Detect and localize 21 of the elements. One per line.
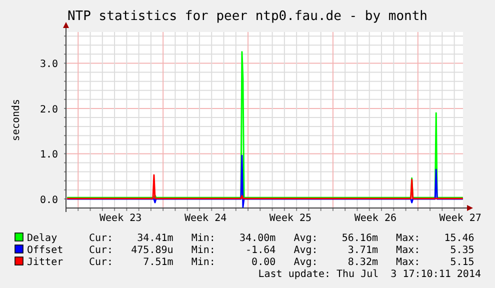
y-tick-label: 0.0 [40,194,58,206]
x-tick-label: Week 26 [354,213,397,224]
x-tick-label: Week 24 [184,213,227,224]
legend-label: Offset [27,245,64,256]
x-tick-label: Week 23 [100,213,142,224]
y-axis-title: seconds [11,98,22,142]
line-series [66,154,464,208]
x-tick-label: Week 27 [439,213,482,224]
legend-label: Jitter [27,257,64,268]
y-tick-label: 3.0 [40,59,58,70]
text: Cur: 34.41m Min: 34.00m Avg: 56.16m Max: 15.46 [89,233,474,244]
line-series [66,51,464,198]
text: Cur: 7.51m Min: 0.00 Avg: 8.32m Max: 5.15 [89,257,474,268]
y-tick-label: 2.0 [40,104,58,116]
y-tick-label: 1.0 [40,150,58,161]
text: Cur: 475.89u Min: -1.64 Avg: 3.71m Max: 5.35 [89,245,474,256]
chart-title: NTP statistics for peer ntp0.fau.de - by month [67,9,428,24]
text: Last update: Thu Jul 3 17:10:11 2014 [258,269,481,280]
x-tick-label: Week 25 [269,213,312,224]
legend-label: Delay [27,233,58,244]
line-series [66,174,464,200]
